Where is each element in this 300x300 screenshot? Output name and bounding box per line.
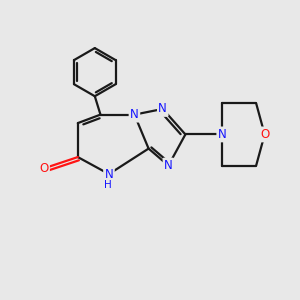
Text: N: N bbox=[218, 128, 226, 141]
Text: O: O bbox=[39, 162, 49, 175]
Text: N: N bbox=[130, 108, 139, 121]
Text: H: H bbox=[104, 180, 111, 190]
Text: N: N bbox=[105, 168, 113, 181]
Text: N: N bbox=[164, 159, 173, 172]
Text: N: N bbox=[158, 103, 167, 116]
Text: O: O bbox=[260, 128, 269, 141]
